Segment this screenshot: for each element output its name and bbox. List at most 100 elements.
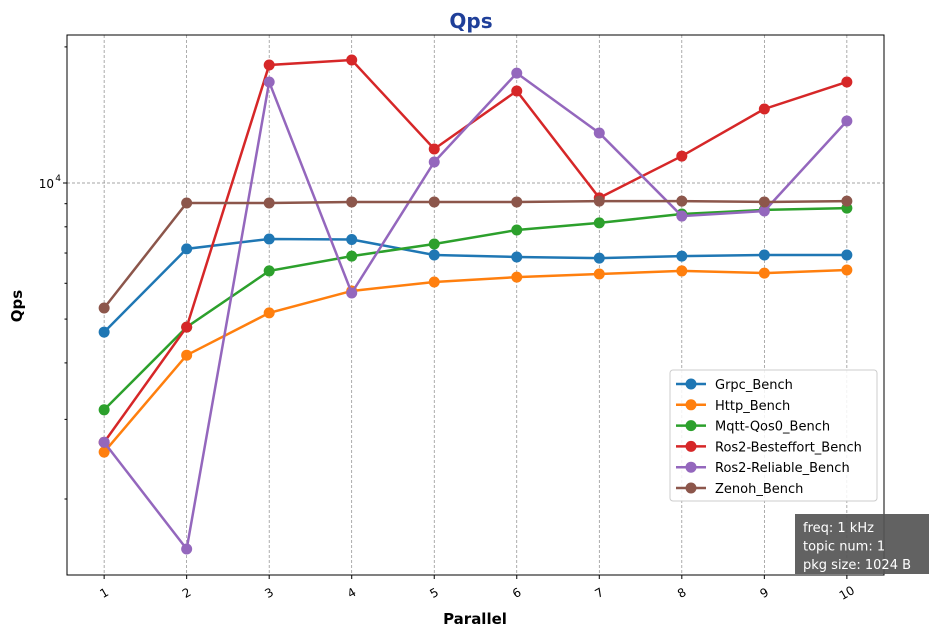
data-point [593,252,605,264]
series-lines [98,54,853,555]
legend-label: Zenoh_Bench [715,482,803,497]
data-point [428,276,440,288]
series-line [103,199,847,309]
data-point [676,250,688,262]
x-tick-label: 10 [837,583,857,603]
y-axis-label: Qps [8,290,26,322]
chart-title: Qps [449,9,492,33]
data-point [511,85,523,97]
data-point [181,543,193,555]
y-tick-base: 10 [39,177,54,191]
annotation-text: topic num: 1 [803,540,885,555]
data-point [98,302,110,314]
data-point [263,59,275,71]
series-grpc_bench [98,233,853,338]
x-tick-label: 3 [262,585,276,601]
data-point [98,446,110,458]
legend-marker [685,420,697,432]
data-point [428,196,440,208]
data-point [841,76,853,88]
data-point [346,250,358,262]
data-point [841,195,853,207]
plot-frame [66,34,885,576]
data-point [758,249,770,261]
x-axis-label: Parallel [443,610,507,628]
legend-marker [685,461,697,473]
series-ros2-reliable_bench [98,67,853,555]
data-point [676,195,688,207]
series-http_bench [98,264,853,458]
data-point [181,349,193,361]
data-point [181,321,193,333]
data-point [263,307,275,319]
data-point [593,127,605,139]
data-point [841,249,853,261]
series-line [103,206,847,411]
data-point [181,197,193,209]
data-point [758,205,770,217]
data-point [428,249,440,261]
data-point [593,217,605,229]
data-point [346,196,358,208]
x-tick-label: 7 [592,585,606,601]
data-point [758,267,770,279]
data-point [263,76,275,88]
data-point [98,404,110,416]
legend-label: Mqtt-Qos0_Bench [715,420,830,435]
data-point [263,233,275,245]
data-point [676,210,688,222]
data-point [593,195,605,207]
data-point [428,143,440,155]
data-point [181,243,193,255]
legend-label: Http_Bench [715,399,790,414]
data-point [263,265,275,277]
legend-marker [685,378,697,390]
x-axis-ticks: 1 2 3 4 5 6 7 8 9 10 [97,575,857,603]
series-line [103,237,847,333]
data-point [98,326,110,338]
x-tick-label: 2 [180,585,194,601]
annotation-box: freq: 1 kHz topic num: 1 pkg size: 1024 B [795,514,929,574]
data-point [346,287,358,299]
series-line [103,58,848,443]
data-point [593,268,605,280]
data-point [841,115,853,127]
data-point [98,436,110,448]
series-zenoh_bench [98,195,853,314]
legend-label: Ros2-Reliable_Bench [715,461,850,476]
data-point [758,196,770,208]
legend-marker [685,399,697,411]
data-point [511,196,523,208]
data-point [263,197,275,209]
data-point [346,54,358,66]
data-point [511,251,523,263]
legend-box [669,369,878,502]
data-point [758,103,770,115]
x-tick-label: 9 [758,585,772,601]
x-tick-label: 4 [345,585,359,601]
annotation-text: pkg size: 1024 B [803,558,911,573]
x-tick-label: 8 [675,585,689,601]
legend-marker [685,440,697,452]
data-point [676,265,688,277]
legend: Grpc_Bench Http_Bench Mqtt-Qos0_Bench Ros2-… [669,369,878,502]
y-tick-exponent: 4 [55,174,61,184]
data-point [511,271,523,283]
series-line [103,268,847,453]
data-point [511,224,523,236]
legend-marker [685,482,697,494]
x-tick-label: 6 [510,585,524,601]
annotation-background [795,514,929,574]
legend-label: Grpc_Bench [715,378,793,393]
x-tick-label: 5 [427,585,441,601]
annotation-text: freq: 1 kHz [803,521,874,536]
data-point [511,67,523,79]
data-point [346,233,358,245]
legend-label: Ros2-Besteffort_Bench [715,440,862,455]
data-point [676,150,688,162]
y-axis-ticks: 10 4 [39,46,67,500]
data-point [428,238,440,250]
series-line [103,71,848,553]
data-point [841,264,853,276]
